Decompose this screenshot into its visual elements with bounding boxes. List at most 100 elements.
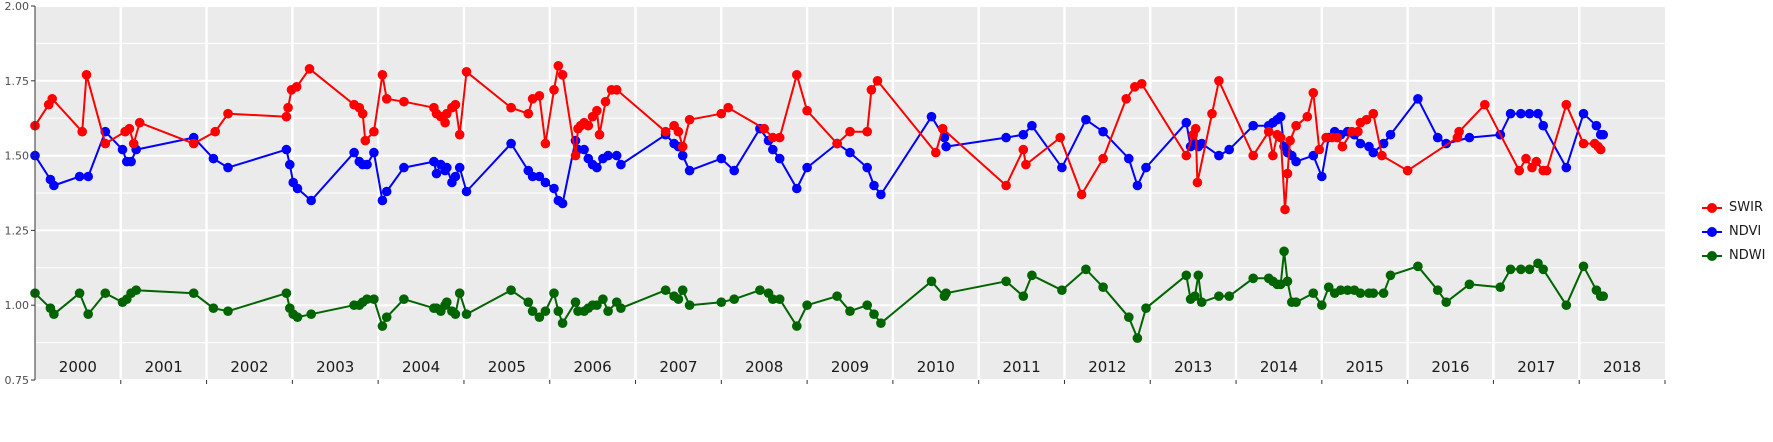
data-point-ndwi (399, 294, 409, 305)
data-point-swir (1402, 165, 1413, 176)
legend-item-swir[interactable]: SWIR (1700, 196, 1773, 220)
data-point-ndwi (306, 309, 317, 320)
data-point-ndvi (1578, 108, 1589, 119)
data-point-swir (1480, 99, 1490, 110)
data-point-swir (1353, 126, 1363, 137)
data-point-ndwi (729, 294, 739, 305)
data-point-swir (592, 105, 602, 116)
y-tick-label: 1.25 (5, 224, 30, 237)
data-point-ndvi (1432, 132, 1443, 143)
data-point-ndvi (792, 183, 802, 194)
data-point-ndvi (941, 141, 951, 152)
data-point-ndwi (1355, 288, 1366, 299)
data-point-swir (1595, 144, 1606, 155)
data-point-swir (1282, 168, 1293, 179)
data-point-swir (872, 76, 883, 86)
data-point-ndwi (1279, 246, 1289, 257)
data-point-ndwi (540, 306, 551, 317)
data-point-swir (1291, 120, 1301, 131)
data-point-swir (124, 123, 135, 134)
data-point-swir (1268, 150, 1278, 161)
data-point-ndvi (74, 171, 85, 182)
data-point-ndwi (454, 288, 465, 299)
data-point-ndwi (716, 297, 727, 308)
data-point-ndwi (442, 297, 452, 308)
data-point-ndvi (117, 144, 128, 155)
data-point-ndwi (570, 297, 581, 308)
data-point-ndvi (557, 198, 568, 209)
data-point-ndwi (1190, 291, 1200, 302)
data-point-ndvi (1001, 132, 1011, 143)
data-point-ndvi (306, 195, 317, 206)
data-point-ndvi (616, 159, 626, 170)
data-point-ndwi (461, 309, 472, 320)
data-point-ndwi (684, 300, 695, 311)
data-point-swir (937, 123, 948, 134)
data-point-ndvi (1124, 153, 1134, 164)
data-point-swir (1368, 108, 1379, 119)
legend-item-ndwi[interactable]: NDWI (1700, 244, 1773, 268)
data-point-ndwi (1432, 285, 1443, 296)
data-point-ndvi (285, 159, 295, 170)
data-point-swir (759, 123, 769, 134)
data-point-ndvi (223, 162, 233, 173)
data-point-ndwi (792, 321, 802, 331)
data-point-ndwi (1495, 282, 1506, 293)
data-point-swir (100, 138, 111, 149)
data-point-ndwi (1098, 282, 1108, 293)
data-point-ndwi (362, 294, 372, 305)
data-point-swir (1578, 138, 1589, 149)
data-point-ndvi (208, 153, 219, 164)
legend-label-ndwi: NDWI (1729, 248, 1766, 263)
data-point-ndvi (611, 150, 622, 161)
data-point-ndvi (1524, 108, 1535, 119)
data-point-ndwi (49, 309, 59, 320)
data-point-swir (862, 126, 872, 137)
data-point-ndwi (869, 309, 879, 320)
data-point-ndwi (188, 288, 199, 299)
data-point-ndvi (506, 138, 516, 149)
data-point-ndvi (1214, 150, 1224, 161)
data-point-ndwi (1132, 333, 1143, 343)
data-point-swir (549, 85, 559, 95)
data-point-ndwi (557, 318, 568, 329)
data-point-swir (381, 94, 392, 104)
data-point-ndvi (1598, 129, 1608, 140)
data-point-ndvi (1027, 120, 1037, 131)
data-point-ndwi (862, 300, 872, 311)
data-point-ndwi (616, 303, 626, 314)
data-point-ndvi (49, 180, 59, 191)
data-point-swir (1248, 150, 1258, 161)
data-point-ndvi (1098, 126, 1108, 137)
y-tick-label: 1.75 (5, 75, 30, 88)
data-point-ndwi (1317, 300, 1327, 311)
data-point-swir (540, 138, 551, 149)
data-point-ndwi (1081, 264, 1091, 275)
data-point-swir (1521, 153, 1531, 164)
data-point-swir (677, 141, 688, 152)
data-point-ndvi (381, 186, 392, 197)
data-point-ndvi (1368, 147, 1379, 158)
legend-key-ndwi-icon (1702, 251, 1722, 261)
data-point-ndvi (729, 165, 739, 176)
data-point-ndwi (523, 297, 534, 308)
data-point-swir (1055, 132, 1065, 143)
data-point-ndvi (802, 162, 812, 173)
data-point-ndvi (684, 165, 695, 176)
data-point-swir (1302, 111, 1313, 122)
data-point-ndwi (369, 294, 379, 305)
data-point-swir (1454, 126, 1464, 137)
data-point-swir (1308, 88, 1319, 98)
data-point-ndwi (1308, 288, 1319, 299)
data-point-ndvi (1591, 120, 1602, 131)
data-point-ndwi (926, 276, 937, 287)
data-point-ndwi (1323, 282, 1334, 293)
data-point-swir (611, 85, 622, 95)
data-point-ndwi (1196, 297, 1207, 308)
legend-item-ndvi[interactable]: NDVI (1700, 220, 1773, 244)
data-point-ndvi (1516, 108, 1526, 119)
series-layer (30, 61, 1608, 343)
year-label: 2000 (59, 358, 97, 376)
data-point-ndwi (1561, 300, 1572, 311)
data-point-swir (440, 117, 450, 128)
